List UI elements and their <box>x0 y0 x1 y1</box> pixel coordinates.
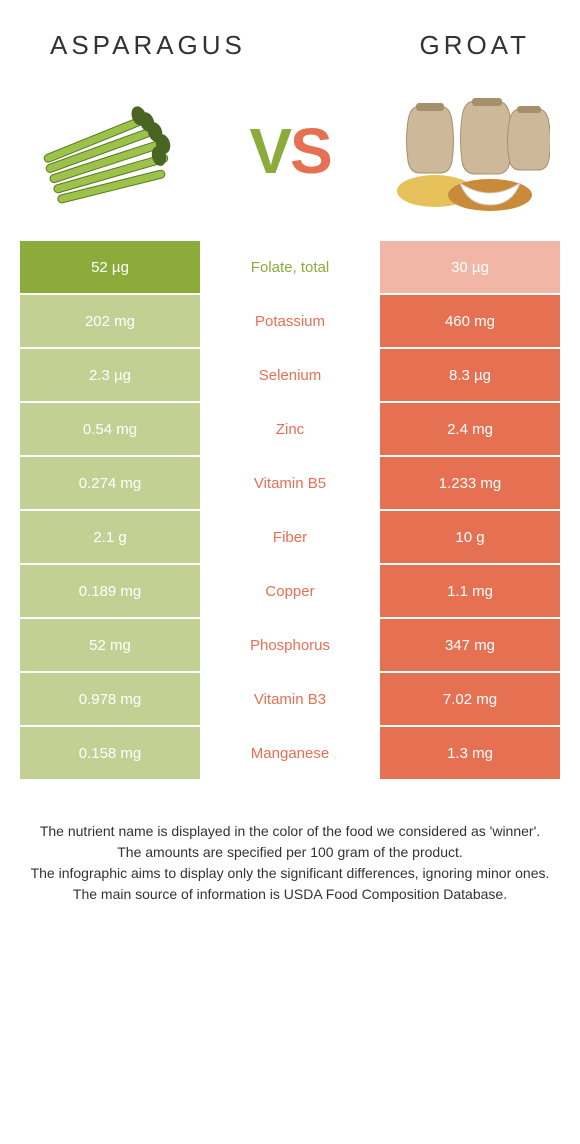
table-row: 202 mgPotassium460 mg <box>20 295 560 347</box>
right-value: 8.3 µg <box>380 349 560 401</box>
left-food-title: Asparagus <box>50 30 246 61</box>
nutrient-name: Phosphorus <box>200 619 380 671</box>
vs-v: V <box>249 114 290 188</box>
right-value: 347 mg <box>380 619 560 671</box>
footnote-line: The main source of information is USDA F… <box>30 884 550 905</box>
table-row: 0.978 mgVitamin B37.02 mg <box>20 673 560 725</box>
images-row: VS <box>0 71 580 241</box>
left-value: 0.158 mg <box>20 727 200 779</box>
asparagus-icon <box>30 91 200 211</box>
footnote-line: The infographic aims to display only the… <box>30 863 550 884</box>
right-value: 1.1 mg <box>380 565 560 617</box>
right-value: 460 mg <box>380 295 560 347</box>
nutrient-name: Potassium <box>200 295 380 347</box>
table-row: 0.54 mgZinc2.4 mg <box>20 403 560 455</box>
nutrient-name: Selenium <box>200 349 380 401</box>
comparison-table: 52 µgFolate, total30 µg202 mgPotassium46… <box>0 241 580 779</box>
footnote-line: The nutrient name is displayed in the co… <box>30 821 550 842</box>
vs-s: S <box>290 114 331 188</box>
table-row: 0.158 mgManganese1.3 mg <box>20 727 560 779</box>
nutrient-name: Manganese <box>200 727 380 779</box>
nutrient-name: Fiber <box>200 511 380 563</box>
left-value: 52 mg <box>20 619 200 671</box>
left-value: 2.3 µg <box>20 349 200 401</box>
right-value: 10 g <box>380 511 560 563</box>
nutrient-name: Zinc <box>200 403 380 455</box>
nutrient-name: Vitamin B3 <box>200 673 380 725</box>
table-row: 2.1 gFiber10 g <box>20 511 560 563</box>
table-row: 0.189 mgCopper1.1 mg <box>20 565 560 617</box>
left-value: 0.274 mg <box>20 457 200 509</box>
footnote-line: The amounts are specified per 100 gram o… <box>30 842 550 863</box>
vs-label: VS <box>249 114 330 188</box>
left-value: 2.1 g <box>20 511 200 563</box>
table-row: 2.3 µgSelenium8.3 µg <box>20 349 560 401</box>
right-value: 1.233 mg <box>380 457 560 509</box>
right-value: 2.4 mg <box>380 403 560 455</box>
right-food-title: Groat <box>419 30 530 61</box>
left-value: 0.189 mg <box>20 565 200 617</box>
left-value: 52 µg <box>20 241 200 293</box>
groat-icon <box>380 91 550 211</box>
nutrient-name: Vitamin B5 <box>200 457 380 509</box>
left-value: 0.54 mg <box>20 403 200 455</box>
right-value: 1.3 mg <box>380 727 560 779</box>
table-row: 52 mgPhosphorus347 mg <box>20 619 560 671</box>
table-row: 0.274 mgVitamin B51.233 mg <box>20 457 560 509</box>
left-value: 202 mg <box>20 295 200 347</box>
header: Asparagus Groat <box>0 0 580 71</box>
right-value: 7.02 mg <box>380 673 560 725</box>
table-row: 52 µgFolate, total30 µg <box>20 241 560 293</box>
left-value: 0.978 mg <box>20 673 200 725</box>
footnotes: The nutrient name is displayed in the co… <box>0 781 580 905</box>
right-value: 30 µg <box>380 241 560 293</box>
nutrient-name: Folate, total <box>200 241 380 293</box>
nutrient-name: Copper <box>200 565 380 617</box>
